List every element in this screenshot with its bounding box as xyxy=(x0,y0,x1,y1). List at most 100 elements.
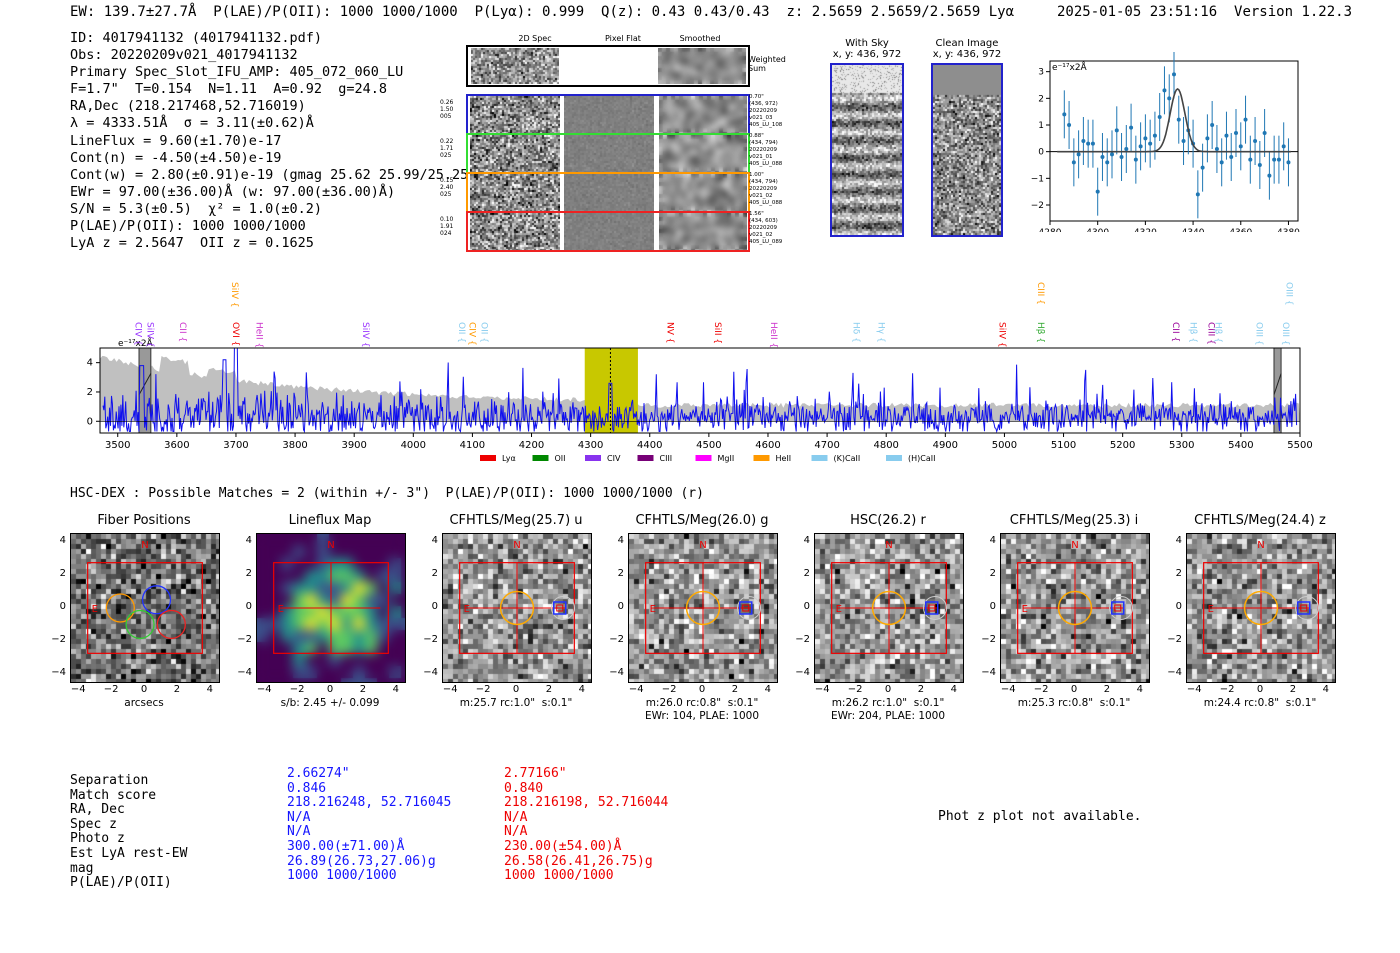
aperture-circle xyxy=(499,590,535,626)
cutout-y-tick: 0 xyxy=(245,601,252,612)
fit-data-point xyxy=(1205,136,1210,141)
match-value: N/A xyxy=(287,809,311,825)
spectrum-plot: 4 2 0 e⁻¹⁷x2Å 3500 3600 3700 3800 3900 4000 4100 42… xyxy=(87,282,1313,463)
cutout-overlay: NE xyxy=(645,540,762,654)
cutout-caption: EWr: 204, PLAE: 1000 xyxy=(830,710,946,722)
fit-data-point xyxy=(1081,139,1086,143)
cutout-y-tick: −2 xyxy=(237,633,252,645)
cutout-row-frame xyxy=(466,172,750,213)
row-right-value: 405_LU_089 xyxy=(749,239,783,245)
fit-data-point xyxy=(1286,160,1291,165)
fit-data-point xyxy=(1143,136,1148,141)
match-value: 26.58(26.41,26.75)g xyxy=(504,853,653,869)
legend-label: CIV xyxy=(607,454,621,463)
spectrum-x-tick-label: 4400 xyxy=(637,440,662,451)
cutout-title: Lineflux Map xyxy=(288,513,372,528)
row-right-value: 0.88" xyxy=(749,133,764,139)
legend-label: CIII xyxy=(660,454,673,463)
legend-swatch xyxy=(753,455,770,461)
match-value: 1000 1000/1000 xyxy=(504,868,614,884)
spectrum-mask-hatch xyxy=(1273,373,1282,395)
fit-unit-label: e⁻¹⁷x2Å xyxy=(1052,61,1088,73)
row-left-value: 1.71 xyxy=(440,145,454,152)
cutout-y-tick: −4 xyxy=(51,666,66,678)
spectrum-line-marker: OIII { xyxy=(1283,282,1293,306)
cutout-y-tick: 4 xyxy=(989,535,996,547)
version-text: Version 1.22.3 xyxy=(1234,4,1353,20)
legend-swatch xyxy=(480,455,496,461)
cutout-row-left-label: 0.10 1.91 024 xyxy=(440,216,464,237)
row-left-value: 1.91 xyxy=(440,223,454,230)
fit-data-point xyxy=(1243,117,1248,122)
fiber-circle xyxy=(156,609,186,640)
sky-title: With Sky x, y: 436, 972 xyxy=(822,38,912,60)
cutout-x-tick: −2 xyxy=(1033,684,1049,695)
cutout-x-tick: −4 xyxy=(1000,684,1016,695)
match-circle xyxy=(737,595,762,621)
spectrum-line-marker: CII { xyxy=(1170,322,1180,342)
row-left-value: 025 xyxy=(440,191,452,198)
cutout-x-tick: 2 xyxy=(917,684,925,695)
cutout-y-tick: −4 xyxy=(609,666,624,678)
cutout-row-right-label: 0.88" (434, 794) 20220209 v021_01 405_LU_088 xyxy=(749,133,799,168)
compass-e: E xyxy=(278,604,284,615)
cutout-y-tick: −2 xyxy=(423,633,438,645)
match-value: 230.00(±54.00)Å xyxy=(504,838,622,854)
cutout-y-tick: 0 xyxy=(617,601,624,612)
fit-data-point xyxy=(1257,163,1262,167)
fit-x-tick-label: 4280 xyxy=(1039,228,1062,232)
weighted-sum-frame xyxy=(466,45,750,87)
fit-data-point xyxy=(1272,157,1277,162)
row-pixelflat xyxy=(564,135,654,172)
match-box-blue xyxy=(1297,601,1311,615)
cutout-x-tick: −4 xyxy=(256,684,272,695)
fit-data-point xyxy=(1181,139,1186,143)
spectrum-y-tick-label: 0 xyxy=(87,416,93,427)
match-box-blue xyxy=(925,601,939,615)
cutout-y-tick: −2 xyxy=(981,633,996,645)
cutout-x-tick: −2 xyxy=(475,684,491,695)
row-smoothed xyxy=(659,213,747,250)
spectrum-x-tick-label: 4600 xyxy=(755,440,780,451)
cutout-y-tick: 4 xyxy=(803,535,810,547)
detection-line: Cont(w) = 2.80(±0.91)e-19 (gmag 25.62 25… xyxy=(70,166,493,183)
match-value: 2.77166" xyxy=(504,766,567,781)
cutout-x-tick: −2 xyxy=(847,684,863,695)
spectrum-x-tick-label: 3500 xyxy=(105,440,130,451)
spectrum-x-tick-label: 4800 xyxy=(873,440,898,451)
row-smoothed xyxy=(659,174,747,211)
compass-n: N xyxy=(1071,540,1078,551)
spectrum-x-tick-label: 3900 xyxy=(341,440,366,451)
sky-title-text: With Sky xyxy=(845,38,889,49)
match-label: Est LyA rest-EW xyxy=(70,845,188,861)
cutout-caption: arcsecs xyxy=(124,697,164,709)
fit-y-tick-label: −1 xyxy=(1031,174,1044,184)
with-sky-canvas xyxy=(832,65,902,235)
weighted-sum-2dspec xyxy=(471,48,559,84)
col-title-pixelflat: Pixel Flat xyxy=(605,34,641,43)
spectrum-y-tick-label: 4 xyxy=(87,358,93,369)
row-smoothed xyxy=(659,96,747,133)
aperture-circle xyxy=(1243,590,1279,626)
spectrum-line-marker: CIV { xyxy=(133,322,143,346)
summary-line: EW: 139.7±27.7Å P(LAE)/P(OII): 1000 1000… xyxy=(70,4,1014,20)
compass-n: N xyxy=(699,540,706,551)
fit-x-tick-label: 4320 xyxy=(1134,228,1157,232)
cutout-y-tick: 4 xyxy=(245,535,252,547)
fit-y-tick-label: 1 xyxy=(1038,121,1044,131)
fit-data-point xyxy=(1076,152,1081,157)
fiber-circle xyxy=(105,593,135,623)
compass-n: N xyxy=(1257,540,1264,551)
aperture-circle xyxy=(685,590,721,626)
compass-n: N xyxy=(327,540,334,551)
fiber-circle xyxy=(141,585,172,615)
spectrum-line-marker: HeII { xyxy=(768,322,778,348)
cutout-x-tick: 0 xyxy=(1070,684,1078,695)
cutout-y-tick: 2 xyxy=(1175,568,1182,580)
match-circle xyxy=(551,595,576,621)
detection-info: ID: 4017941132 (4017941132.pdf) Obs: 2022… xyxy=(70,30,493,252)
spectrum-y-tick-label: 2 xyxy=(87,387,93,398)
spectrum-x-tick-label: 3600 xyxy=(164,440,189,451)
spectrum-line-marker: OII { xyxy=(456,322,466,343)
